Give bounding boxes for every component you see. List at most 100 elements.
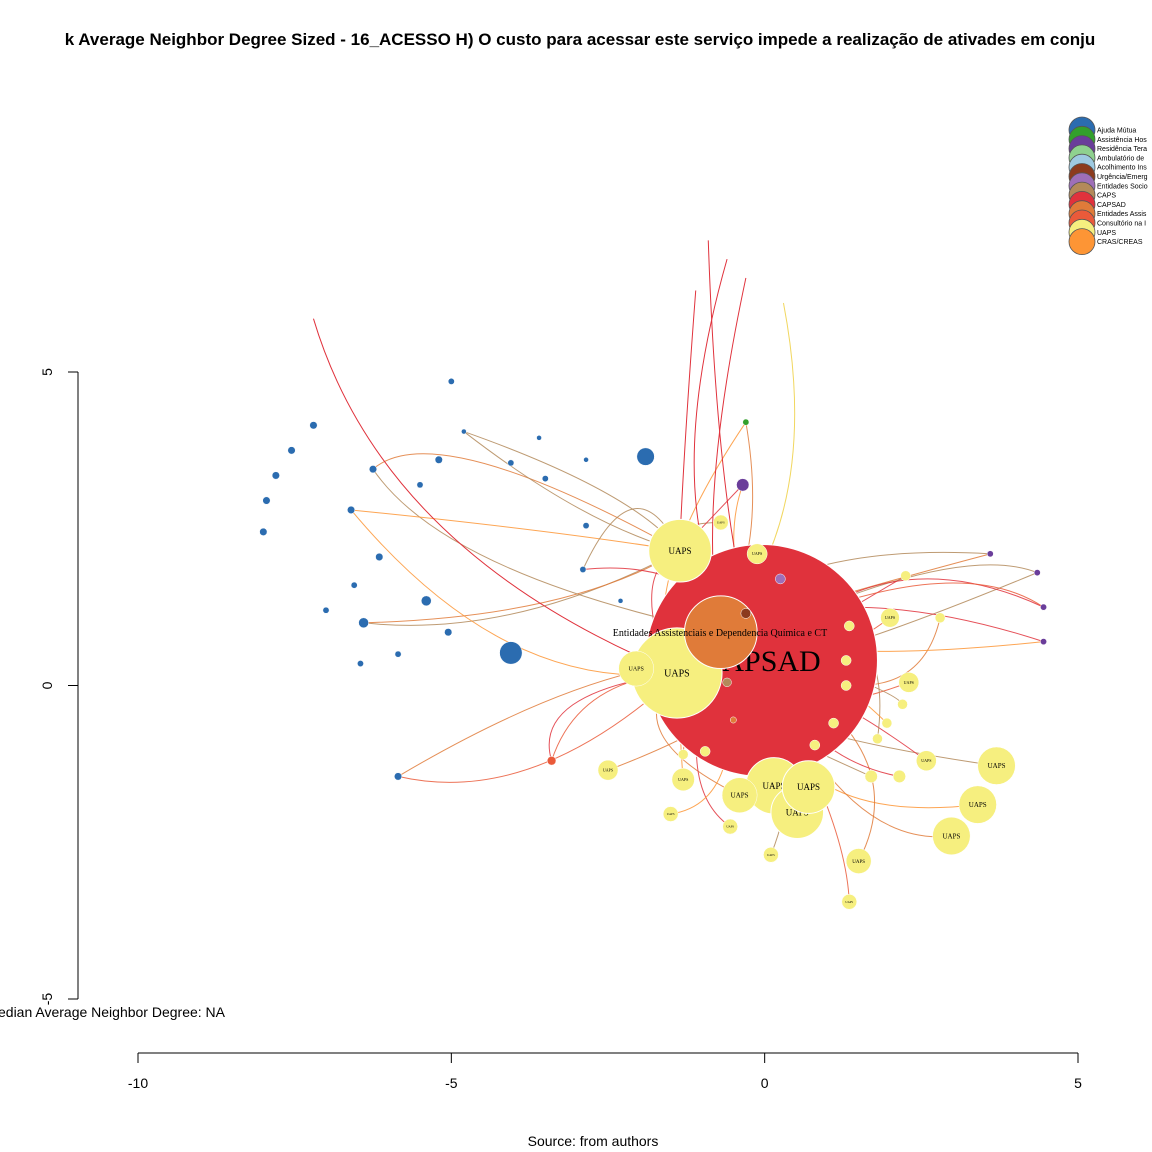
network-node bbox=[892, 769, 906, 783]
node-circle bbox=[583, 457, 589, 463]
node-circle bbox=[892, 769, 906, 783]
node-label: UAPS bbox=[726, 825, 734, 829]
node-circle bbox=[916, 750, 937, 772]
source-caption: Source: from authors bbox=[528, 1133, 659, 1149]
node-circle bbox=[881, 717, 893, 729]
node-circle bbox=[394, 772, 403, 781]
network-node bbox=[358, 617, 369, 629]
node-circle bbox=[699, 746, 711, 757]
median-text: edian Average Neighbor Degree: NA bbox=[0, 1004, 226, 1020]
network-node bbox=[447, 378, 455, 385]
node-label: UAPS bbox=[603, 768, 613, 773]
node-circle bbox=[287, 446, 296, 455]
node-circle bbox=[934, 612, 946, 624]
network-node bbox=[897, 699, 908, 710]
node-circle bbox=[746, 543, 768, 565]
legend-label: CRAS/CREAS bbox=[1097, 239, 1143, 246]
node-label: UAPS bbox=[731, 792, 749, 800]
network-node: UAPS bbox=[721, 777, 758, 814]
network-node: UAPS bbox=[958, 785, 997, 824]
edge bbox=[372, 468, 721, 633]
node-circle bbox=[864, 769, 878, 783]
node-circle bbox=[721, 777, 758, 814]
node-circle bbox=[872, 733, 883, 745]
network-node bbox=[357, 660, 364, 667]
x-axis: -10 -5 0 5 bbox=[128, 1052, 1082, 1091]
network-node: UAPS bbox=[932, 816, 971, 856]
node-label: UAPS bbox=[763, 781, 786, 791]
node-label: UAPS bbox=[752, 551, 762, 556]
network-node bbox=[541, 475, 549, 482]
node-circle bbox=[597, 759, 619, 781]
node-annotation: Entidades Assistenciais e Dependencia Qu… bbox=[613, 628, 827, 639]
node-circle bbox=[736, 478, 750, 492]
node-label: UAPS bbox=[921, 758, 931, 763]
network-node bbox=[1040, 638, 1047, 645]
node-circle bbox=[828, 717, 839, 729]
node-circle bbox=[722, 677, 732, 688]
node-label: UAPS bbox=[717, 521, 725, 525]
node-circle bbox=[350, 581, 358, 589]
node-circle bbox=[844, 620, 855, 632]
x-tick-label: 5 bbox=[1074, 1075, 1082, 1091]
network-node bbox=[375, 552, 384, 561]
node-circle bbox=[322, 606, 330, 614]
node-circle bbox=[579, 566, 587, 573]
network-node: UAPS bbox=[597, 759, 619, 781]
network-node: UAPS bbox=[648, 518, 712, 583]
network-node bbox=[271, 471, 280, 480]
network-node bbox=[809, 739, 821, 751]
network-node bbox=[322, 606, 330, 614]
network-node bbox=[262, 496, 271, 505]
node-circle bbox=[357, 660, 364, 667]
network-node bbox=[394, 772, 403, 781]
node-circle bbox=[394, 650, 402, 658]
node-circle bbox=[536, 435, 542, 441]
node-label: UAPS bbox=[664, 668, 690, 679]
legend-label: UAPS bbox=[1097, 230, 1116, 237]
node-circle bbox=[986, 550, 994, 558]
network-node bbox=[636, 447, 655, 466]
node-circle bbox=[499, 641, 523, 665]
chart-title: k Average Neighbor Degree Sized - 16_ACE… bbox=[64, 30, 1096, 49]
x-tick-label: 0 bbox=[761, 1075, 769, 1091]
network-node: UAPS bbox=[916, 750, 937, 772]
node-circle bbox=[880, 608, 900, 628]
node-circle bbox=[932, 816, 971, 856]
node-label: UAPS bbox=[767, 853, 775, 857]
network-node bbox=[617, 598, 624, 604]
node-circle bbox=[541, 475, 549, 482]
network-node bbox=[699, 746, 711, 757]
node-circle bbox=[958, 785, 997, 824]
network-node bbox=[421, 595, 432, 607]
network-node bbox=[986, 550, 994, 558]
network-node: UAPS bbox=[662, 806, 679, 822]
network-node bbox=[677, 749, 689, 760]
network-node bbox=[844, 620, 855, 632]
y-ticks: -5 0 5 bbox=[39, 368, 78, 1005]
node-circle bbox=[262, 496, 271, 505]
network-node bbox=[775, 573, 786, 585]
x-tick-label: -5 bbox=[445, 1075, 458, 1091]
y-tick-label: -5 bbox=[39, 993, 55, 1006]
network-node bbox=[583, 457, 589, 463]
node-circle bbox=[648, 518, 712, 583]
network-node bbox=[350, 581, 358, 589]
edge bbox=[363, 550, 681, 626]
edge bbox=[363, 550, 681, 624]
node-circle bbox=[897, 699, 908, 710]
network-node bbox=[934, 612, 946, 624]
legend-label: Consultório na I bbox=[1097, 221, 1146, 228]
network-node bbox=[828, 717, 839, 729]
node-label: UAPS bbox=[988, 762, 1006, 770]
network-node: UAPS bbox=[618, 650, 654, 687]
network-node: UAPS bbox=[746, 543, 768, 565]
network-node bbox=[582, 522, 590, 529]
node-circle bbox=[713, 514, 729, 531]
network-node bbox=[1033, 569, 1041, 577]
legend-label: Urgência/Emerg bbox=[1097, 174, 1148, 181]
node-label: UAPS bbox=[942, 832, 960, 840]
network-node bbox=[900, 570, 911, 582]
node-circle bbox=[368, 465, 378, 474]
